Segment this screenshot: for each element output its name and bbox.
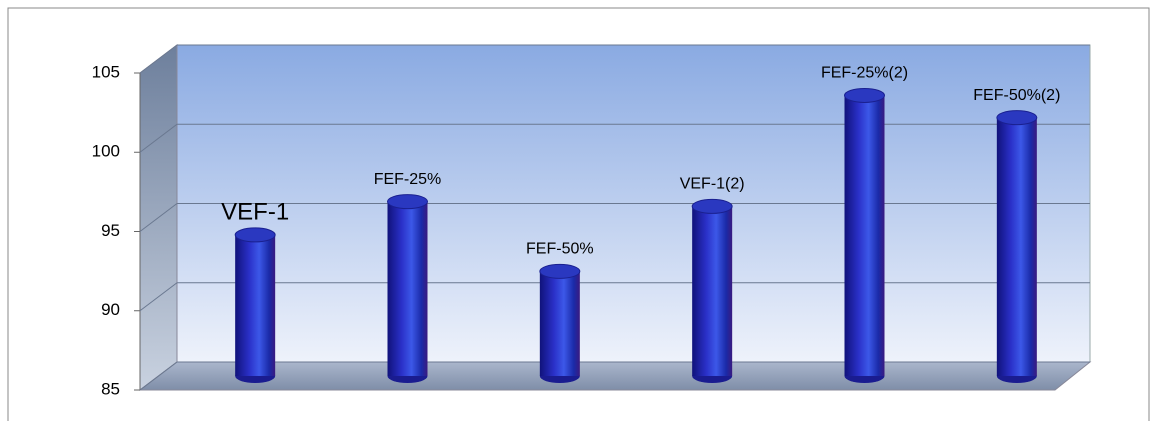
bar-part xyxy=(692,206,733,376)
bar-part xyxy=(234,227,276,243)
frame xyxy=(7,7,1150,421)
val-label: FEF-25%(2) xyxy=(821,65,908,82)
y-tick-label: 95 xyxy=(101,221,120,240)
bar-part xyxy=(387,194,428,210)
grid-line xyxy=(139,282,178,312)
y-tick-label: 105 xyxy=(92,62,120,81)
bar-part xyxy=(996,117,1037,377)
bar xyxy=(539,263,581,383)
bar-part xyxy=(539,263,581,279)
bar-part xyxy=(691,198,733,214)
bar xyxy=(387,194,428,383)
bar xyxy=(844,87,885,383)
bar-part xyxy=(539,271,580,376)
bar-part xyxy=(844,95,885,376)
val-label: FEF-50%(2) xyxy=(973,87,1060,104)
bar xyxy=(234,227,276,383)
bar-part xyxy=(996,110,1038,126)
y-tick-label: 85 xyxy=(101,379,120,398)
grid-line xyxy=(139,203,178,232)
grid-line xyxy=(139,361,178,391)
y-tick-label: 90 xyxy=(101,300,120,319)
bar-part xyxy=(387,201,428,376)
bar xyxy=(996,110,1038,383)
val-label: VEF-1(2) xyxy=(680,176,745,193)
val-label: VEF-1 xyxy=(221,198,289,225)
y-tick-label: 100 xyxy=(92,142,120,161)
grid-line xyxy=(139,123,178,153)
bar xyxy=(691,198,733,383)
val-label: FEF-50% xyxy=(526,241,594,258)
bar-part xyxy=(844,87,885,103)
val-label: FEF-25% xyxy=(374,171,442,188)
grid-line xyxy=(139,44,178,74)
bar-part xyxy=(235,234,276,376)
floor xyxy=(138,361,1092,391)
